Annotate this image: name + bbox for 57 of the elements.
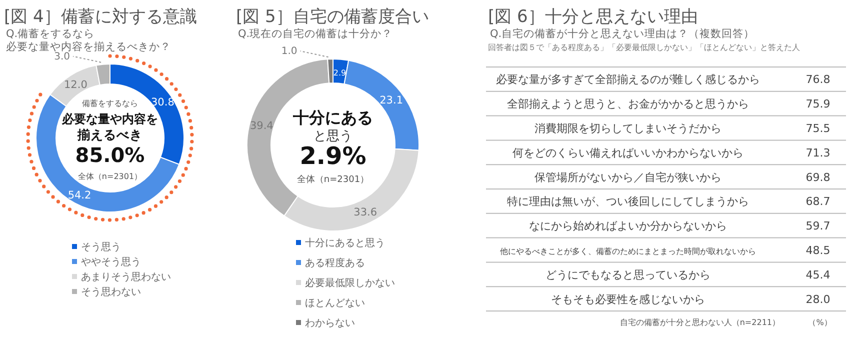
text: [図 6］十分と思えない理由 [488,7,698,27]
legend-label: わからない [305,318,355,329]
text: と思う [314,129,352,144]
text: 全体（n=2301） [296,174,370,185]
text: 備蓄をするなら [82,99,138,108]
chart-subtitle: Q.現在の自宅の備蓄は十分か？ [238,27,393,40]
data-label: 45.4 [806,268,830,282]
text: 揃えるべき [76,127,142,142]
chart-subtitle: Q.備蓄をするなら [6,27,95,40]
data-label: 75.9 [806,98,830,111]
text: 必要な量や内容を [61,112,158,126]
data-label: 75.5 [806,122,830,135]
legend-label: あまりそう思わない [81,272,171,283]
text: 回答者は図５で「ある程度ある」「必要最低限しかない」「ほとんどない」と答えた人 [488,43,800,52]
legend-label: 十分にあると思う [305,237,385,249]
data-label: 3.0 [54,51,70,62]
data-label: 23.1 [380,94,404,106]
text: Q.自宅の備蓄が十分と思えない理由は？（複数回答） [490,27,755,40]
data-label: 69.8 [806,170,830,184]
data-label: 30.8 [151,96,174,109]
text: 2.9% [300,142,366,170]
text: 自宅の備蓄が十分と思わない人（n=2211） [620,318,780,327]
data-label: 76.8 [806,73,830,86]
text: 必要な量や内容を揃えるべきか？ [6,40,171,53]
text: （%） [808,318,832,327]
text: 全体（n=2301） [78,172,142,181]
category-label: 消費期限を切らしてしまいそうだから [534,122,722,135]
data-label: 1.0 [281,46,298,58]
data-label: 33.6 [354,206,378,219]
category-label: 必要な量が多すぎて全部揃えるのが難しく感じるから [496,73,760,86]
data-label: 48.5 [806,244,830,257]
legend-label: そう思う [81,242,121,253]
category-label: 他にやるべきことが多く、備蓄のためにまとまった時間が取れないから [500,247,756,256]
chart-title: [図 4］備蓄に対する意識 [4,7,197,27]
data-label: 12.0 [64,78,88,91]
legend-label: ややそう思う [81,257,141,268]
data-label: 54.2 [68,189,92,202]
chart-title: [図 5］自宅の備蓄度合い [236,7,429,27]
legend-label: ほとんどない [305,298,365,309]
data-label: 68.7 [806,195,830,208]
category-label: どうにでもなると思っているから [546,268,710,282]
text: 85.0% [75,143,145,167]
category-label: そもそも必要性を感じないから [551,292,705,306]
category-label: 全部揃えようと思うと、お金がかかると思うから [507,98,749,111]
category-label: 何をどのくらい備えればいいかわからないから [512,146,744,160]
category-label: 保管場所がないから／自宅が狭いから [534,170,722,184]
data-label: 28.0 [806,292,830,306]
data-label: 39.4 [250,120,274,132]
text: 十分にある [292,108,373,127]
legend-label: ある程度ある [305,257,365,269]
data-label: 2.9 [333,68,346,78]
legend-label: 必要最低限しかない [305,277,395,289]
legend-label: そう思わない [81,287,141,298]
category-label: なにから始めればよいか分からないから [529,220,727,233]
category-label: 特に理由は無いが、つい後回しにしてしまうから [507,195,749,208]
data-label: 71.3 [806,146,830,160]
data-label: 59.7 [806,220,830,233]
